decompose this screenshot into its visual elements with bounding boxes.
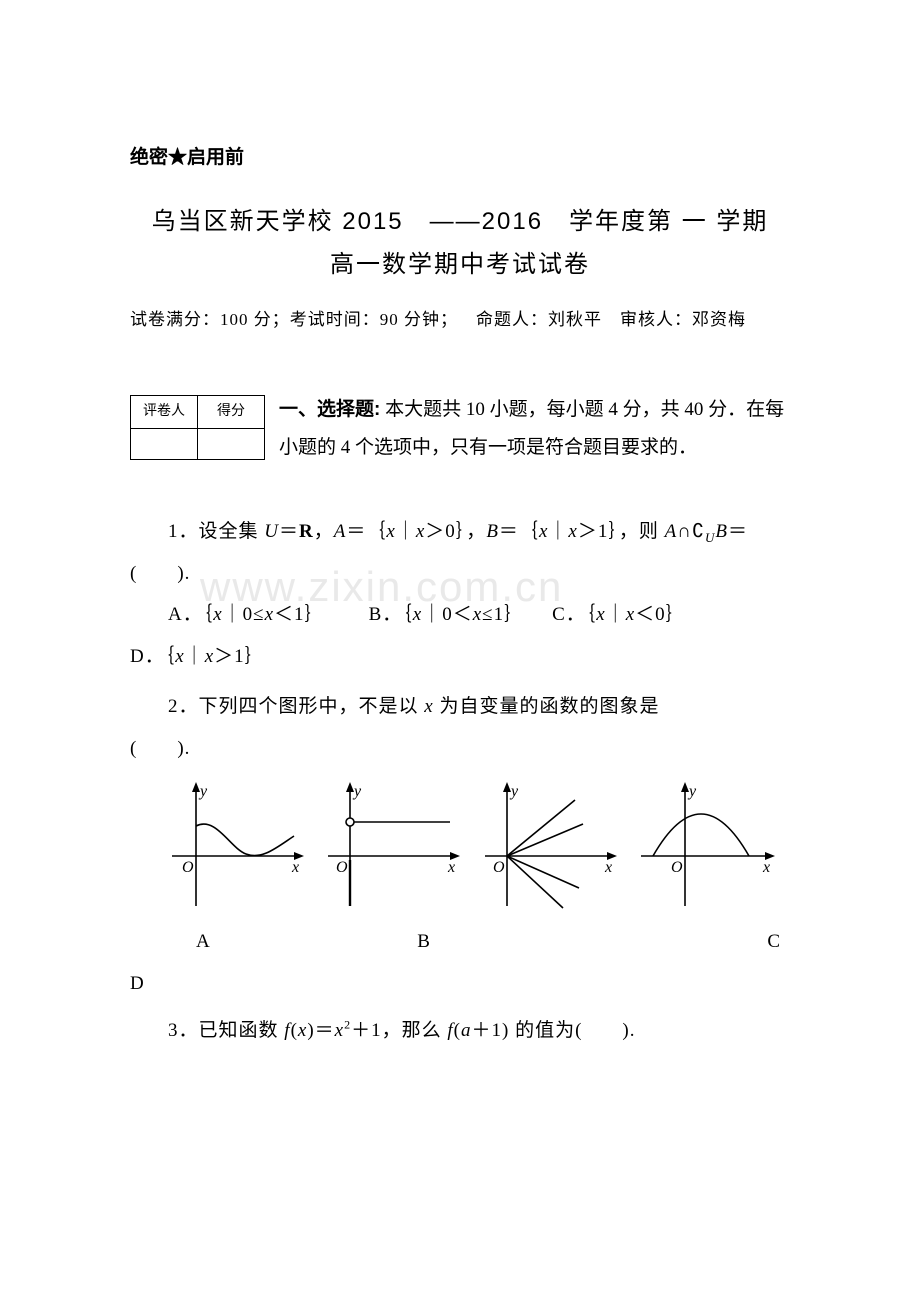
section-1-instructions: 一、选择题: 本大题共 10 小题，每小题 4 分，共 40 分．在每小题的 4… [130, 391, 790, 467]
q1-eq: ＝ [279, 521, 299, 542]
q1-number: 1． [168, 521, 199, 542]
exam-info: 试卷满分：100 分；考试时间：90 分钟； 命题人：刘秋平 审核人：邓资梅 [130, 304, 790, 336]
q2-text-1: 下列四个图形中，不是以 [199, 696, 425, 717]
q1-oa-x2: x [265, 604, 274, 625]
graph-c-origin: O [493, 859, 505, 876]
q1-od-x1: x [175, 646, 184, 667]
q2-var-x: x [424, 696, 433, 717]
q1-b2: B [715, 521, 728, 542]
q1-x2: x [416, 521, 425, 542]
q2-number: 2． [168, 696, 199, 717]
q1-var-a: A [334, 521, 347, 542]
q1-var-b: B [486, 521, 499, 542]
q3-p2: ) [307, 1020, 314, 1041]
graph-c: y x O [479, 778, 624, 918]
q1-options-row1: A．｛x｜0≤x＜1｝B．｛x｜0＜x≤1｝C．｛x｜x＜0｝ [130, 594, 790, 636]
q2-text-2: 为自变量的函数的图象是 [434, 696, 660, 717]
q1-set-r: R [299, 521, 314, 542]
q1-options-row2: D．｛x｜x＞1｝ [130, 636, 790, 678]
q1-ob-m: ｜0＜ [422, 604, 473, 625]
q1-bar: ｜ [396, 521, 416, 542]
label-c: C [767, 924, 780, 960]
q1-eq2: ＝ [728, 521, 748, 542]
q2-blank: ( ). [130, 738, 190, 759]
q1-text-1: 设全集 [199, 521, 265, 542]
q1-brace2: ＝｛ [499, 521, 539, 542]
question-2: 2．下列四个图形中，不是以 x 为自变量的函数的图象是 [130, 686, 790, 728]
label-a: A [196, 924, 210, 960]
graph-a: y x O [166, 778, 311, 918]
title-line-1: 乌当区新天学校 2015 ——2016 学年度第 一 学期 [130, 200, 790, 243]
q1-complement: ∁ [692, 521, 705, 542]
q3-eq: ＝ [315, 1020, 335, 1041]
q2-graphs-row: y x O y x O [130, 778, 790, 918]
graph-a-origin: O [182, 859, 194, 876]
q1-oc-x2: x [626, 604, 635, 625]
q3-x2: x [335, 1020, 344, 1041]
q1-od-e: ＞1｝ [214, 646, 265, 667]
q2-graph-labels: A B C [130, 924, 790, 960]
graph-d-ylabel: y [687, 783, 697, 800]
q1-ob-x2: x [473, 604, 482, 625]
q1-oc-x1: x [596, 604, 605, 625]
graph-d-xlabel: x [762, 859, 770, 876]
q1-cap: ∩ [677, 521, 692, 542]
q2-paren-line: ( ). [130, 728, 790, 770]
q1-od-x2: x [205, 646, 214, 667]
graph-b: y x O [322, 778, 467, 918]
q3-plus: ＋1，那么 [351, 1020, 447, 1041]
q1-oc-e: ＜0｝ [635, 604, 686, 625]
title-line-2: 高一数学期中考试试卷 [130, 243, 790, 286]
q1-ob-e: ≤1｝ [482, 604, 524, 625]
q1-a2: A [665, 521, 678, 542]
graph-a-xlabel: x [291, 859, 299, 876]
secret-label: 绝密★启用前 [130, 140, 790, 176]
q1-opt-d: D．｛ [130, 646, 175, 667]
q1-oa-e: ＜1｝ [274, 604, 325, 625]
q3-p3: ( [454, 1020, 461, 1041]
graph-c-xlabel: x [604, 859, 612, 876]
q2-label-d-row: D [130, 966, 790, 1002]
q3-a: a [461, 1020, 472, 1041]
q1-od-m: ｜ [185, 646, 205, 667]
q1-paren-line: ( ). [130, 553, 790, 595]
graph-b-origin: O [336, 859, 348, 876]
q1-blank: ( ). [130, 563, 190, 584]
q1-oa-m: ｜0≤ [223, 604, 265, 625]
q1-bar2: ｜ [548, 521, 568, 542]
q1-opt-c: C．｛ [552, 604, 596, 625]
label-d: D [130, 973, 144, 994]
graph-d-origin: O [671, 859, 683, 876]
q1-x4: x [568, 521, 577, 542]
q3-number: 3． [168, 1020, 199, 1041]
label-b: B [417, 924, 430, 960]
q1-comma: ， [314, 521, 334, 542]
q1-gt: ＞0｝， [425, 521, 486, 542]
q3-blank: ( ). [575, 1020, 635, 1041]
q3-text-1: 已知函数 [199, 1020, 285, 1041]
q1-x3: x [539, 521, 548, 542]
q1-opt-a: A．｛ [168, 604, 213, 625]
q3-plus1: ＋1 [471, 1020, 502, 1041]
q1-var-u: U [264, 521, 279, 542]
graph-b-xlabel: x [447, 859, 455, 876]
graph-a-ylabel: y [198, 783, 208, 800]
q1-ob-x1: x [413, 604, 422, 625]
question-1: 1．设全集 U＝R，A＝｛x｜x＞0｝，B＝｛x｜x＞1｝，则 A∩∁UB＝ [130, 511, 790, 553]
q1-oc-m: ｜ [606, 604, 626, 625]
section-1-title: 一、选择题: [279, 399, 380, 420]
graph-c-ylabel: y [509, 783, 519, 800]
q1-oa-x1: x [213, 604, 222, 625]
q3-p1: ( [291, 1020, 298, 1041]
q1-gt1: ＞1｝，则 [578, 521, 665, 542]
q1-opt-b: B．｛ [369, 604, 413, 625]
q1-sub-u: U [705, 530, 715, 545]
q1-x1: x [386, 521, 395, 542]
q1-brace: ＝｛ [346, 521, 386, 542]
graph-b-ylabel: y [352, 783, 362, 800]
q3-text-2: 的值为 [509, 1020, 575, 1041]
q3-x: x [298, 1020, 307, 1041]
question-3: 3．已知函数 f(x)＝x2＋1，那么 f(a＋1) 的值为( ). [130, 1010, 790, 1052]
graph-d: y x O [635, 778, 780, 918]
